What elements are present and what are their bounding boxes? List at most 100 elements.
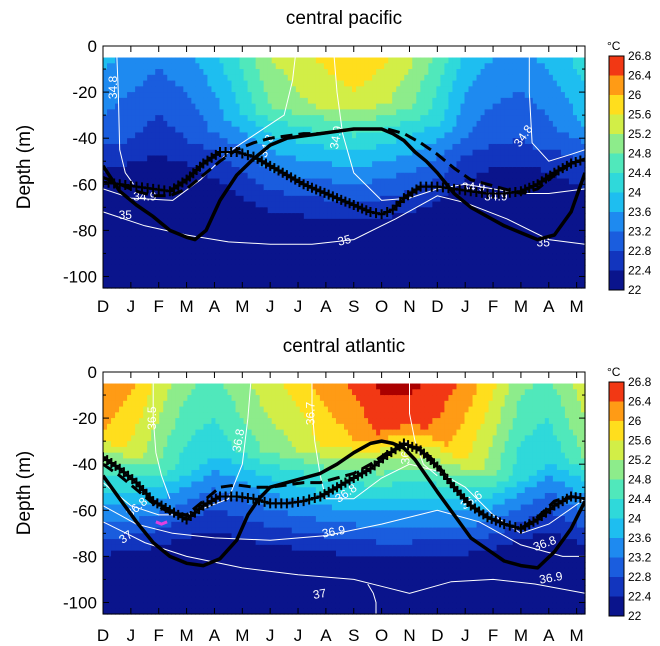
heat-cell [227,236,233,243]
heat-cell [568,126,574,134]
heat-cell [468,109,474,116]
heat-cell [299,126,305,134]
heat-cell [255,282,261,289]
heat-cell [131,103,136,110]
heat-cell [143,236,148,243]
heat-cell [203,103,209,110]
heat-cell [135,57,140,64]
heat-cell [271,120,277,128]
heat-cell [323,264,329,272]
heat-cell [504,138,510,145]
heat-cell [327,195,333,203]
heat-cell [512,126,518,134]
heat-cell [432,282,437,289]
heat-cell [560,253,566,260]
heat-cell [572,207,578,214]
heat-cell [147,282,152,289]
heat-cell [299,69,305,76]
heat-cell [460,276,466,283]
heat-cell [492,80,498,87]
heat-cell [548,120,554,128]
heat-cell [167,92,172,99]
heat-cell [251,190,257,197]
heat-cell [143,253,148,260]
heat-cell [480,270,486,278]
heat-cell [155,138,160,145]
heat-cell [436,120,441,128]
heat-cell [400,178,405,185]
heat-cell [319,161,325,168]
heat-cell [127,259,132,266]
heat-cell [344,149,349,157]
heat-cell [368,143,373,151]
heat-cell [295,253,301,260]
heat-cell [472,138,478,145]
heat-cell [119,241,124,249]
heat-cell [412,109,417,116]
heat-cell [315,178,321,185]
heat-cell [247,241,253,249]
heat-cell [295,218,301,226]
heat-cell [420,80,425,87]
series-cross-marker [291,174,300,185]
heat-cell [223,178,229,185]
heat-cell [412,201,417,208]
heat-cell [299,80,305,87]
heat-cell [303,207,309,214]
series-cross-marker [266,160,275,171]
heat-cell [147,178,152,185]
heat-cell [524,109,530,116]
heat-cell [147,276,152,283]
heat-cell [480,120,486,128]
heat-cell [283,120,289,128]
heat-cell [440,80,446,87]
heat-cell [215,126,221,134]
heat-cell [303,126,309,134]
heat-cell [476,201,482,208]
heat-cell [127,63,132,70]
heat-cell [576,270,582,278]
heat-cell [440,230,446,237]
heat-cell [504,63,510,70]
heat-cell [520,115,526,122]
heat-cell [223,218,229,226]
heat-cell [147,253,152,260]
heat-cell [327,92,333,99]
heat-cell [247,213,253,220]
heat-cell [175,259,180,266]
heat-cell [135,276,140,283]
heat-cell [344,120,349,128]
heat-cell [364,103,369,110]
heat-cell [532,282,538,289]
heat-cell [508,253,514,260]
heat-cell [488,143,494,151]
heat-cell [376,213,381,220]
heat-cell [191,190,196,197]
heat-cell [299,97,305,105]
heat-cell [516,167,522,174]
heat-cell [271,195,277,203]
heat-cell [107,259,112,266]
heat-cell [528,276,534,283]
heat-cell [183,86,188,93]
heat-cell [572,86,578,93]
heat-cell [416,213,421,220]
heat-cell [492,167,498,174]
heat-cell [187,276,192,283]
heat-cell [227,264,233,272]
heat-cell [352,149,357,157]
heat-cell [444,138,450,145]
heat-cell [339,63,345,70]
heat-cell [352,184,357,191]
heat-cell [147,143,152,151]
heat-cell [243,184,249,191]
heat-cell [348,230,353,237]
heat-cell [544,270,550,278]
heat-cell [364,213,369,220]
heat-cell [536,143,542,151]
heat-cell [283,259,289,266]
heat-cell [568,74,574,82]
heat-cell [560,201,566,208]
heat-cell [552,97,558,105]
heat-cell [315,172,321,180]
